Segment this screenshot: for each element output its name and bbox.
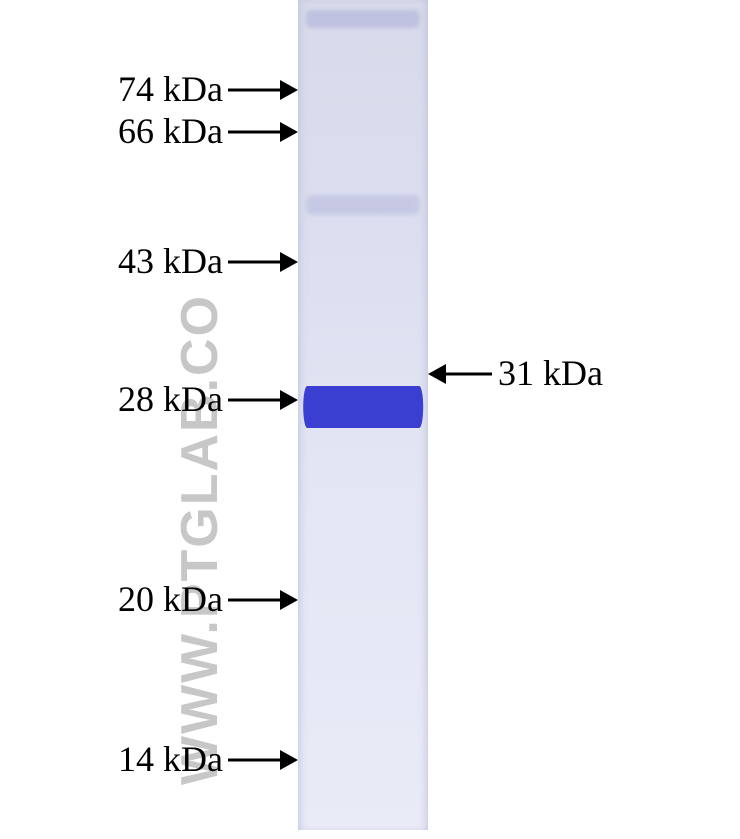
marker-arrow-icon bbox=[226, 745, 300, 775]
target-arrow-icon bbox=[426, 359, 494, 389]
marker-label: 43 kDa bbox=[118, 240, 223, 282]
gel-band-top-faint bbox=[306, 10, 420, 28]
marker-label: 74 kDa bbox=[118, 68, 223, 110]
marker-arrow-icon bbox=[226, 585, 300, 615]
watermark-text: WWW.PTGLAB.CO bbox=[170, 85, 230, 785]
marker-arrow-icon bbox=[226, 117, 300, 147]
marker-arrow-icon bbox=[226, 75, 300, 105]
gel-lane bbox=[298, 0, 428, 830]
gel-band-main-band bbox=[303, 386, 423, 428]
marker-arrow-icon bbox=[226, 385, 300, 415]
gel-band-mid-faint bbox=[306, 195, 420, 215]
marker-arrow-icon bbox=[226, 247, 300, 277]
marker-label: 66 kDa bbox=[118, 110, 223, 152]
target-label: 31 kDa bbox=[498, 352, 603, 394]
marker-label: 20 kDa bbox=[118, 578, 223, 620]
figure-canvas: WWW.PTGLAB.CO 74 kDa66 kDa 43 kDa 28 kDa 20… bbox=[0, 0, 740, 839]
marker-label: 28 kDa bbox=[118, 378, 223, 420]
marker-label: 14 kDa bbox=[118, 738, 223, 780]
